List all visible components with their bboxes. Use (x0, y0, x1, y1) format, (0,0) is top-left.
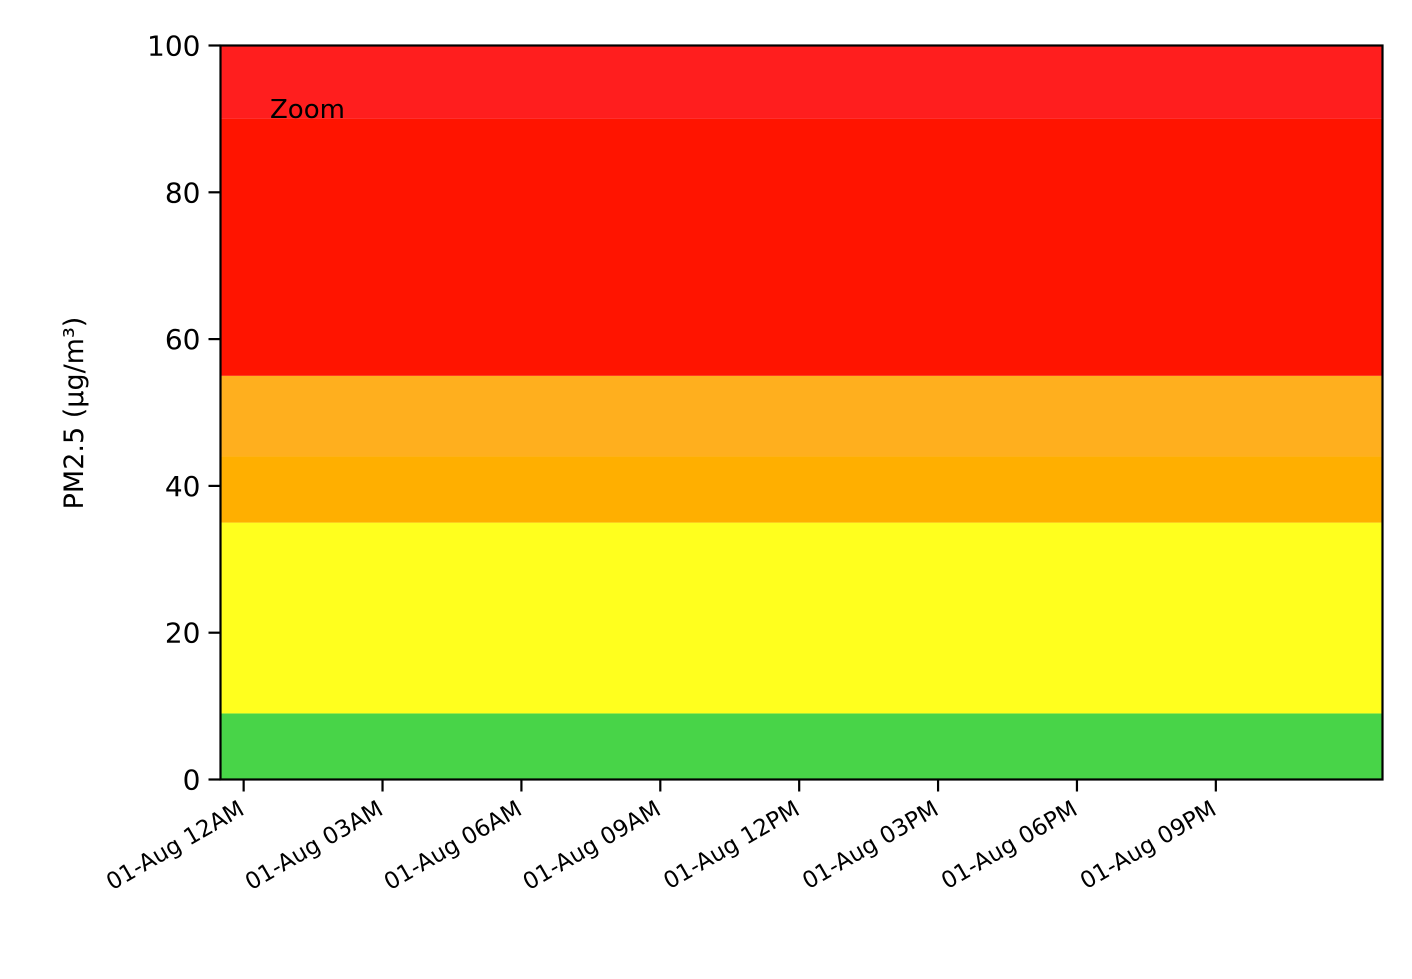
y-axis-label: PM2.5 (µg/m³) (59, 317, 90, 510)
y-tick-label: 40 (165, 470, 201, 503)
plot-frame (219, 44, 1384, 781)
y-tick-label: 60 (165, 323, 201, 356)
band-2 (220, 456, 1383, 523)
x-tick-label: 01-Aug 12AM (102, 796, 248, 896)
band-4 (220, 118, 1383, 376)
y-tick-label: 20 (165, 617, 201, 650)
y-tick-label: 80 (165, 176, 201, 209)
y-tick-label: 100 (147, 30, 200, 63)
x-tick-label: 01-Aug 09PM (1076, 796, 1221, 895)
zoom-annotation: Zoom (270, 95, 345, 125)
band-1 (220, 522, 1383, 714)
x-tick-label: 01-Aug 12PM (659, 796, 804, 895)
y-tick-label: 0 (183, 764, 201, 797)
x-tick-label: 01-Aug 03AM (241, 796, 387, 896)
x-tick-label: 01-Aug 03PM (798, 796, 943, 895)
x-tick-label: 01-Aug 06PM (937, 796, 1082, 895)
band-3 (220, 375, 1383, 457)
band-5 (220, 45, 1383, 119)
y-axis: 0 20 40 60 80 100 (147, 30, 221, 797)
x-tick-label: 01-Aug 09AM (519, 796, 665, 896)
band-layer (220, 45, 1383, 780)
x-tick-label: 01-Aug 06AM (380, 796, 526, 896)
band-0 (220, 713, 1383, 780)
